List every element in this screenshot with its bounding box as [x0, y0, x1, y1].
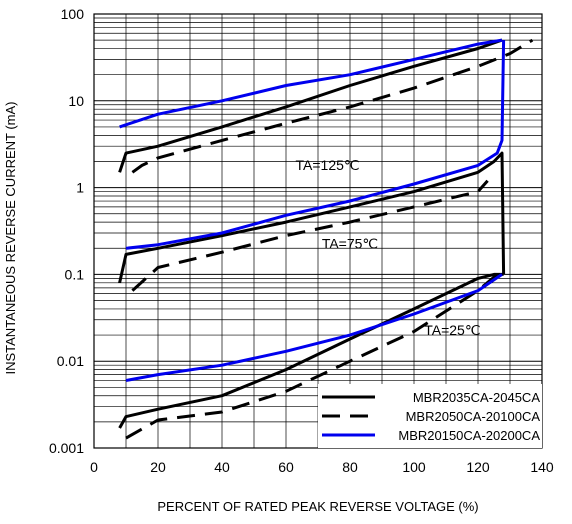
x-tick-label: 120 — [466, 459, 490, 475]
temperature-annotation: TA=25℃ — [424, 322, 480, 338]
series-line — [118, 272, 504, 429]
x-tick-label: 100 — [402, 459, 426, 475]
y-tick-label: 1 — [76, 180, 84, 196]
series-line — [118, 38, 503, 173]
x-tick-label: 40 — [214, 459, 230, 475]
series-line — [125, 273, 499, 440]
series-line — [118, 151, 506, 284]
legend-label: MBR20150CA-20200CA — [398, 428, 540, 443]
series-lines — [118, 38, 534, 440]
y-tick-label: 10 — [68, 93, 84, 109]
x-tick-labels: 0 20 40 60 80 100 120 140 — [90, 459, 554, 475]
y-tick-label: 0.1 — [65, 266, 85, 282]
x-tick-label: 140 — [530, 459, 554, 475]
x-tick-label: 0 — [90, 459, 98, 475]
temperature-annotation: TA=125℃ — [296, 157, 360, 173]
x-tick-label: 60 — [278, 459, 294, 475]
series-line — [125, 40, 506, 250]
annotations: TA=125℃ TA=75℃ TA=25℃ — [296, 157, 481, 338]
series-line — [131, 38, 534, 174]
y-tick-labels: 0.001 0.01 0.1 1 10 100 — [49, 6, 84, 456]
y-tick-label: 100 — [61, 6, 85, 22]
series-line — [119, 38, 503, 129]
legend: MBR2035CA-2045CA MBR2050CA-20100CA MBR2015… — [318, 384, 542, 448]
legend-label: MBR2050CA-20100CA — [406, 409, 541, 424]
x-axis-label: PERCENT OF RATED PEAK REVERSE VOLTAGE (%… — [157, 499, 478, 514]
series-line — [131, 179, 489, 292]
x-tick-label: 80 — [342, 459, 358, 475]
x-tick-label: 20 — [150, 459, 166, 475]
y-tick-label: 0.001 — [49, 440, 84, 456]
temperature-annotation: TA=75℃ — [322, 235, 378, 251]
series-line — [125, 273, 503, 382]
y-tick-label: 0.01 — [57, 353, 84, 369]
legend-label: MBR2035CA-2045CA — [413, 390, 541, 405]
y-axis-label: INSTANTANEOUS REVERSE CURRENT (mA) — [3, 101, 18, 374]
